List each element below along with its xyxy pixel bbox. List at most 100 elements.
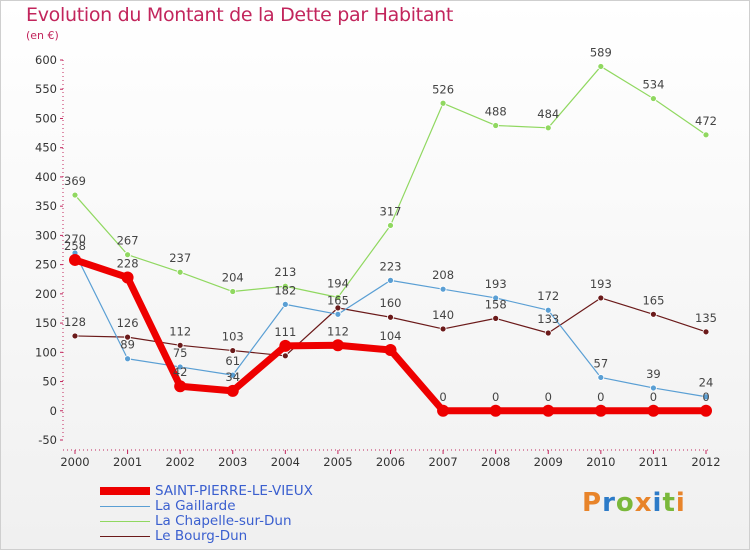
data-point-saint-pierre-le-vieux xyxy=(594,404,607,417)
data-label-saint-pierre-le-vieux: 104 xyxy=(380,329,402,343)
data-point-saint-pierre-le-vieux xyxy=(226,384,239,397)
data-label-saint-pierre-le-vieux: 111 xyxy=(274,325,296,339)
data-point-saint-pierre-le-vieux xyxy=(700,404,712,417)
legend-swatch-le-bourg-dun xyxy=(100,536,150,537)
data-label-saint-pierre-le-vieux: 112 xyxy=(327,324,349,338)
data-point-la-gaillarde xyxy=(439,285,447,293)
data-label-saint-pierre-le-vieux: 258 xyxy=(64,239,86,253)
data-label-la-chapelle-sur-dun: 488 xyxy=(485,104,507,118)
data-point-saint-pierre-le-vieux xyxy=(647,404,660,417)
data-label-la-gaillarde: 193 xyxy=(485,277,507,291)
data-label-la-gaillarde: 172 xyxy=(537,289,559,303)
data-label-saint-pierre-le-vieux: 0 xyxy=(439,390,446,404)
data-point-la-gaillarde xyxy=(492,294,500,302)
data-point-saint-pierre-le-vieux xyxy=(489,404,502,417)
data-point-la-chapelle-sur-dun xyxy=(702,131,710,139)
data-point-la-gaillarde xyxy=(544,306,552,314)
x-tick-label: 2001 xyxy=(113,455,142,469)
data-point-saint-pierre-le-vieux xyxy=(121,271,134,284)
data-point-la-chapelle-sur-dun xyxy=(650,95,657,102)
data-label-la-gaillarde: 270 xyxy=(64,232,86,246)
brand-letter: t xyxy=(662,488,676,518)
data-point-le-bourg-dun xyxy=(650,310,657,318)
brand-letter: P xyxy=(582,488,603,518)
chart-subtitle: (en €) xyxy=(26,29,59,42)
data-point-la-chapelle-sur-dun xyxy=(281,282,289,290)
data-label-la-gaillarde: 61 xyxy=(225,354,240,368)
data-point-le-bourg-dun xyxy=(334,304,342,312)
data-point-le-bourg-dun xyxy=(71,332,79,340)
data-label-le-bourg-dun: 140 xyxy=(432,308,454,322)
data-label-la-chapelle-sur-dun: 589 xyxy=(590,45,612,59)
data-label-la-gaillarde: 89 xyxy=(120,338,135,352)
data-point-la-chapelle-sur-dun xyxy=(492,122,500,129)
data-label-la-gaillarde: 57 xyxy=(594,356,609,370)
data-label-le-bourg-dun: 133 xyxy=(537,312,559,326)
data-label-le-bourg-dun: 193 xyxy=(590,277,612,291)
data-point-le-bourg-dun xyxy=(439,325,447,333)
data-point-le-bourg-dun xyxy=(281,352,289,360)
data-label-la-chapelle-sur-dun: 526 xyxy=(432,82,454,96)
y-tick-label: 0 xyxy=(50,404,57,418)
data-label-saint-pierre-le-vieux: 0 xyxy=(597,390,604,404)
data-point-la-gaillarde xyxy=(597,374,605,381)
data-label-le-bourg-dun: 135 xyxy=(695,311,717,325)
data-point-la-gaillarde xyxy=(650,384,657,392)
x-tick-label: 2004 xyxy=(271,455,300,469)
data-label-saint-pierre-le-vieux: 42 xyxy=(173,365,188,379)
brand-letter: o xyxy=(615,488,635,518)
data-point-la-chapelle-sur-dun xyxy=(334,293,342,301)
y-tick-label: 200 xyxy=(35,287,57,301)
data-label-la-gaillarde: 165 xyxy=(327,293,349,307)
data-label-saint-pierre-le-vieux: 228 xyxy=(117,256,139,270)
data-label-le-bourg-dun: 160 xyxy=(380,296,402,310)
data-label-la-chapelle-sur-dun: 267 xyxy=(117,234,139,248)
data-label-la-chapelle-sur-dun: 237 xyxy=(169,251,191,265)
data-label-la-chapelle-sur-dun: 194 xyxy=(327,276,349,290)
data-label-saint-pierre-le-vieux: 0 xyxy=(545,390,552,404)
data-point-saint-pierre-le-vieux xyxy=(384,343,397,356)
data-label-la-chapelle-sur-dun: 534 xyxy=(642,78,664,92)
data-point-le-bourg-dun xyxy=(387,313,394,321)
data-point-saint-pierre-le-vieux xyxy=(331,339,344,352)
data-point-le-bourg-dun xyxy=(124,333,131,341)
brand-letter: r xyxy=(602,488,616,518)
brand-logo: Proxiti xyxy=(582,488,686,518)
y-tick-label: 550 xyxy=(35,82,57,96)
data-point-la-chapelle-sur-dun xyxy=(71,191,79,199)
x-tick-label: 2000 xyxy=(60,455,89,469)
data-point-le-bourg-dun xyxy=(229,347,237,354)
data-point-la-gaillarde xyxy=(702,393,710,401)
data-label-la-gaillarde: 223 xyxy=(380,259,402,273)
x-tick-label: 2003 xyxy=(218,455,247,469)
data-label-la-chapelle-sur-dun: 472 xyxy=(695,114,717,128)
y-tick-label: 100 xyxy=(35,345,57,359)
data-label-la-chapelle-sur-dun: 317 xyxy=(380,204,402,218)
data-label-la-gaillarde: 24 xyxy=(699,376,714,390)
data-label-saint-pierre-le-vieux: 0 xyxy=(702,390,709,404)
y-tick-label: -50 xyxy=(38,433,57,447)
data-point-le-bourg-dun xyxy=(544,329,552,337)
data-point-saint-pierre-le-vieux xyxy=(437,404,450,417)
y-tick-label: 600 xyxy=(35,53,57,67)
legend-swatch-la-gaillarde xyxy=(100,506,150,507)
brand-letter: i xyxy=(652,488,663,518)
legend-label-la-chapelle: La Chapelle-sur-Dun xyxy=(155,513,292,529)
data-label-la-gaillarde: 39 xyxy=(646,367,661,381)
data-point-la-gaillarde xyxy=(281,300,289,308)
data-point-la-gaillarde xyxy=(334,310,342,318)
legend-label-la-gaillarde: La Gaillarde xyxy=(155,498,236,514)
legend-label-le-bourg-dun: Le Bourg-Dun xyxy=(155,528,248,544)
data-point-la-chapelle-sur-dun xyxy=(176,268,184,276)
data-label-saint-pierre-le-vieux: 0 xyxy=(492,390,499,404)
data-label-le-bourg-dun: 103 xyxy=(222,330,244,344)
data-label-la-chapelle-sur-dun: 204 xyxy=(222,271,244,285)
legend-swatch-saint-pierre xyxy=(100,487,150,495)
data-label-la-chapelle-sur-dun: 369 xyxy=(64,174,86,188)
data-label-le-bourg-dun: 128 xyxy=(64,315,86,329)
data-label-le-bourg-dun: 165 xyxy=(642,293,664,307)
data-label-la-chapelle-sur-dun: 213 xyxy=(274,265,296,279)
legend-label-saint-pierre: SAINT-PIERRE-LE-VIEUX xyxy=(155,483,313,499)
data-label-la-gaillarde: 208 xyxy=(432,268,454,282)
y-tick-label: 250 xyxy=(35,258,57,272)
